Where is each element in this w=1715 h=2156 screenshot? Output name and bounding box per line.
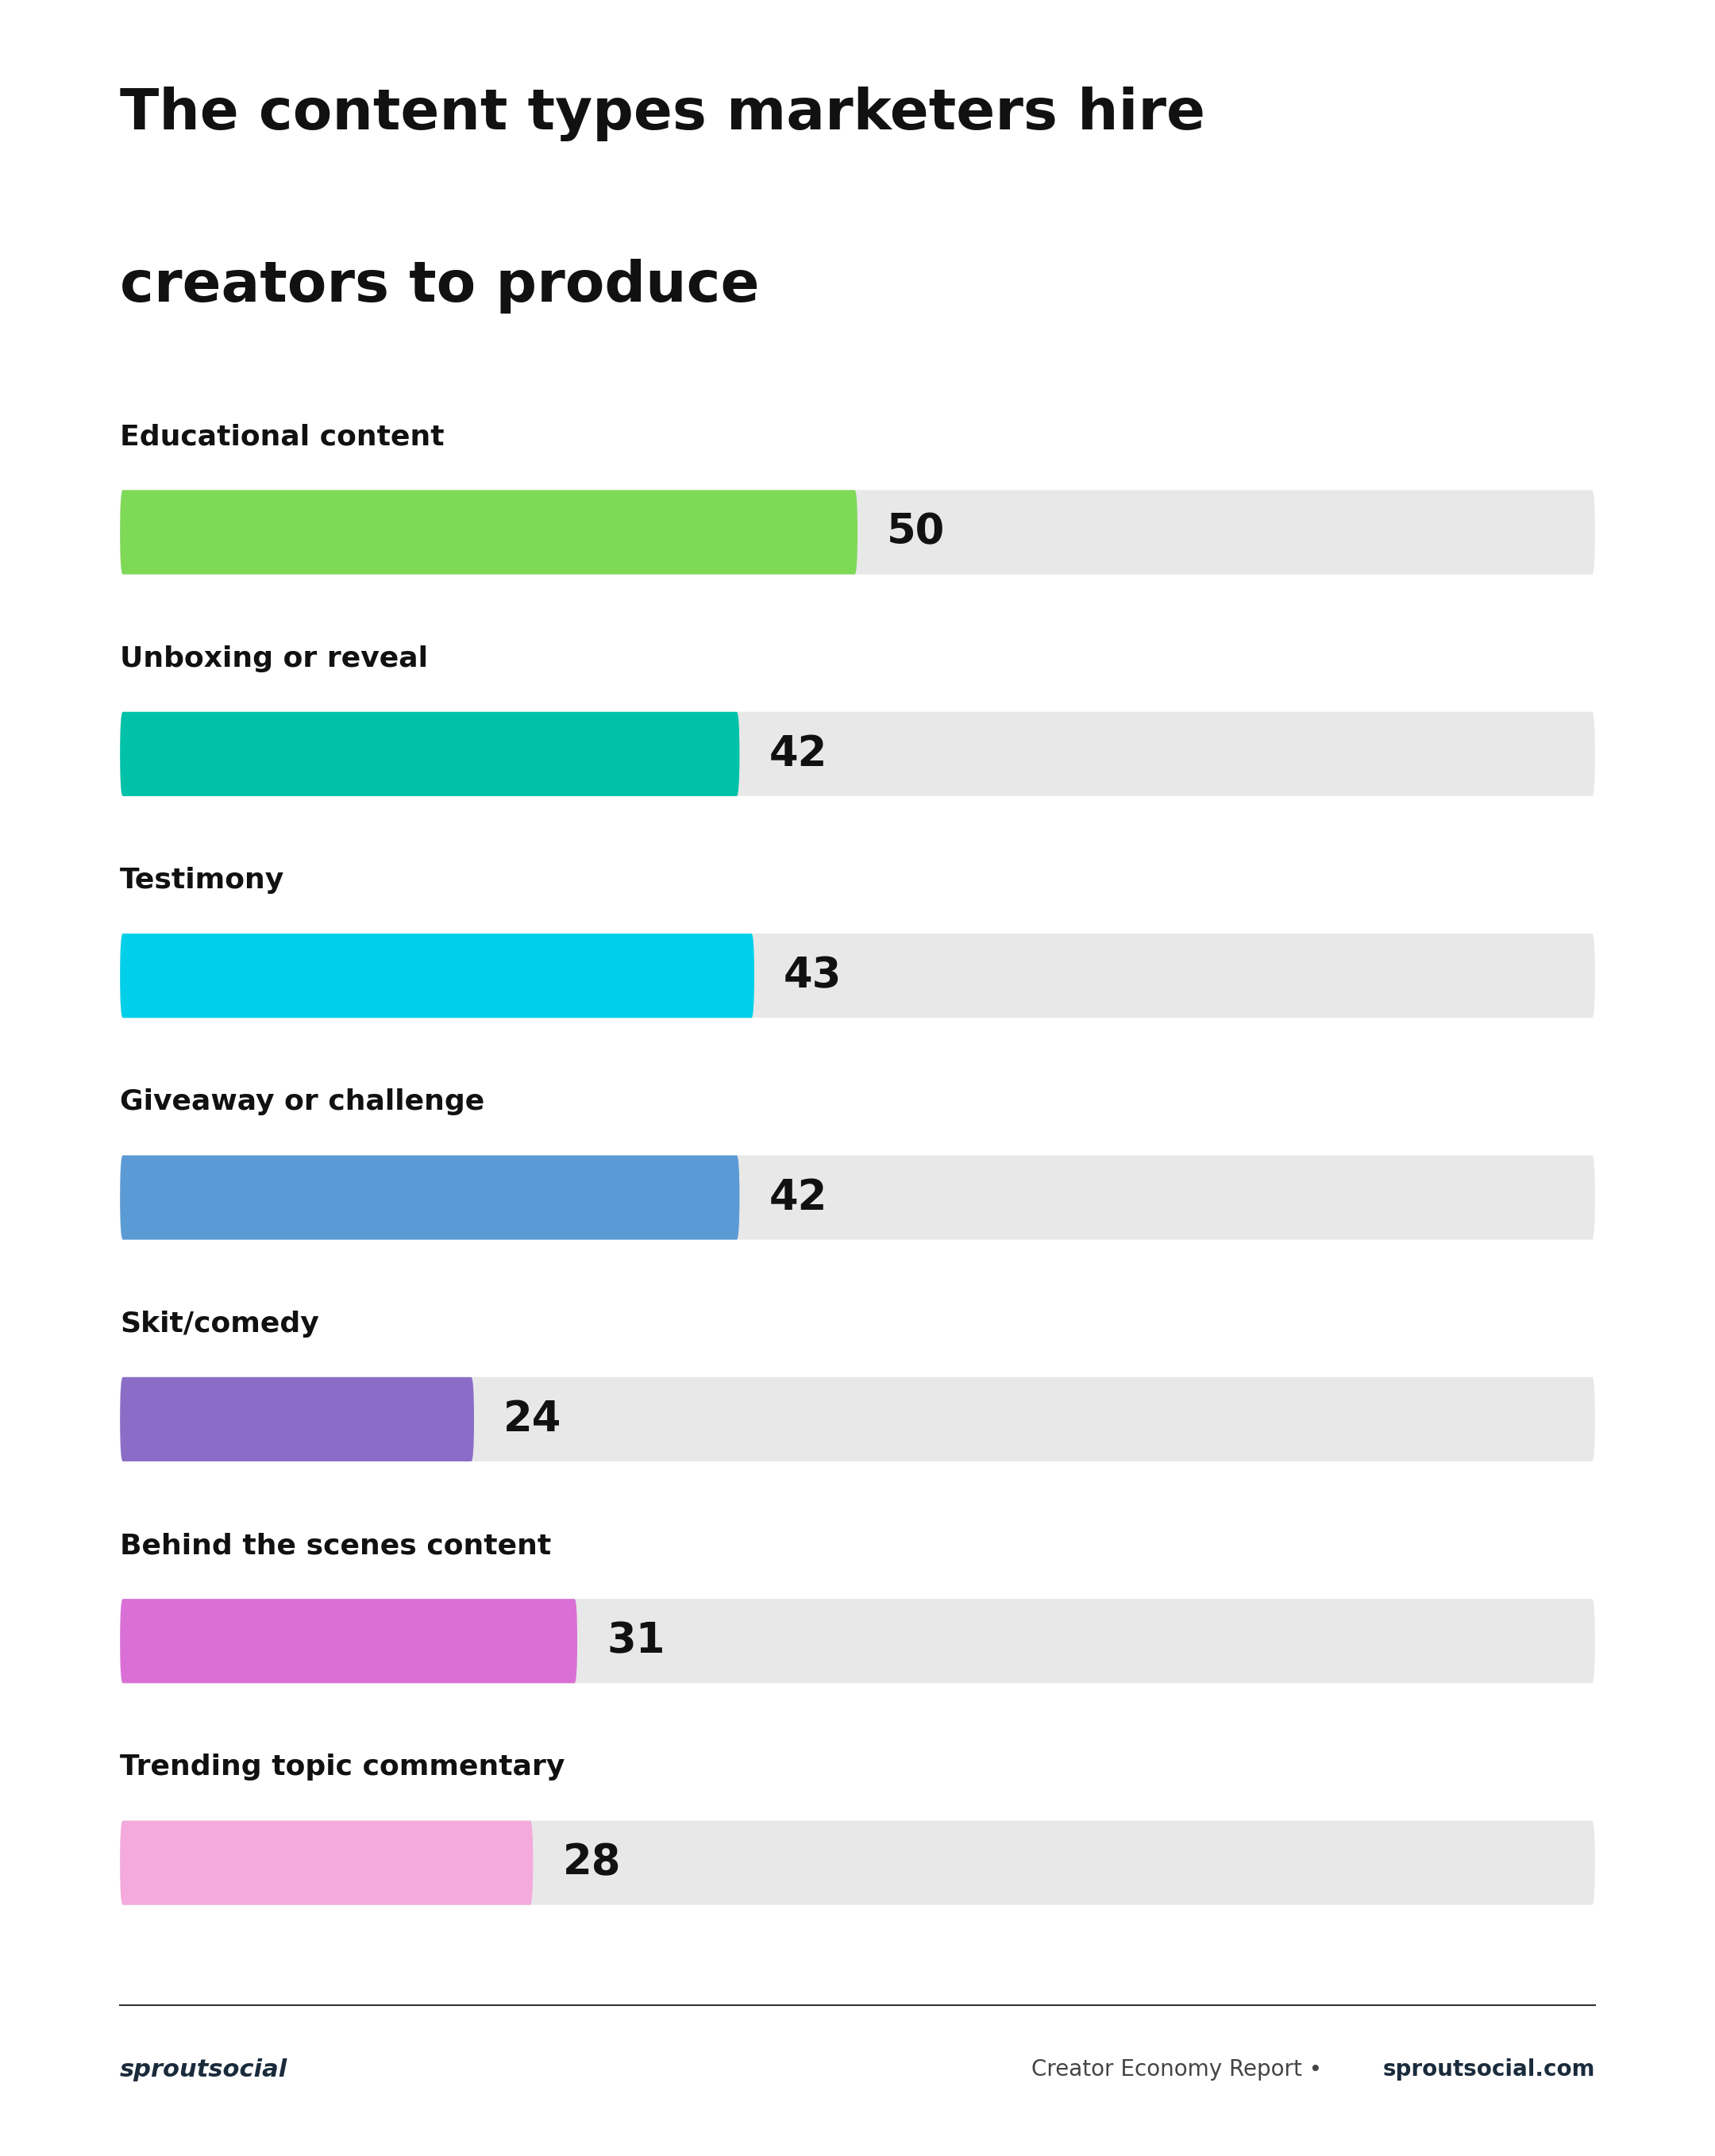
FancyBboxPatch shape xyxy=(120,1378,473,1462)
Text: 50: 50 xyxy=(887,511,945,552)
Text: Giveaway or challenge: Giveaway or challenge xyxy=(120,1089,485,1115)
Text: 42: 42 xyxy=(768,733,827,774)
Text: The content types marketers hire: The content types marketers hire xyxy=(120,86,1206,140)
FancyBboxPatch shape xyxy=(120,1378,1595,1462)
FancyBboxPatch shape xyxy=(120,711,1595,796)
Text: 43: 43 xyxy=(784,955,842,996)
Text: Creator Economy Report •: Creator Economy Report • xyxy=(1031,2059,1329,2081)
Text: Skit/comedy: Skit/comedy xyxy=(120,1311,319,1337)
FancyBboxPatch shape xyxy=(120,1600,1595,1684)
Text: Testimony: Testimony xyxy=(120,867,285,895)
FancyBboxPatch shape xyxy=(120,934,755,1018)
FancyBboxPatch shape xyxy=(120,1820,533,1906)
FancyBboxPatch shape xyxy=(120,1156,1595,1240)
Text: sproutsocial: sproutsocial xyxy=(120,2059,288,2081)
Text: 24: 24 xyxy=(504,1399,563,1440)
Text: 31: 31 xyxy=(607,1621,665,1662)
Text: Trending topic commentary: Trending topic commentary xyxy=(120,1755,564,1781)
Text: 42: 42 xyxy=(768,1177,827,1218)
Text: Educational content: Educational content xyxy=(120,423,444,451)
Text: Unboxing or reveal: Unboxing or reveal xyxy=(120,645,429,673)
FancyBboxPatch shape xyxy=(120,1600,578,1684)
FancyBboxPatch shape xyxy=(120,489,1595,573)
Text: Behind the scenes content: Behind the scenes content xyxy=(120,1533,552,1559)
Text: sproutsocial.com: sproutsocial.com xyxy=(1382,2059,1595,2081)
FancyBboxPatch shape xyxy=(120,1820,1595,1906)
FancyBboxPatch shape xyxy=(120,1156,739,1240)
FancyBboxPatch shape xyxy=(120,711,739,796)
Text: 28: 28 xyxy=(563,1841,621,1884)
FancyBboxPatch shape xyxy=(120,934,1595,1018)
Text: creators to produce: creators to produce xyxy=(120,259,760,313)
FancyBboxPatch shape xyxy=(120,489,858,573)
